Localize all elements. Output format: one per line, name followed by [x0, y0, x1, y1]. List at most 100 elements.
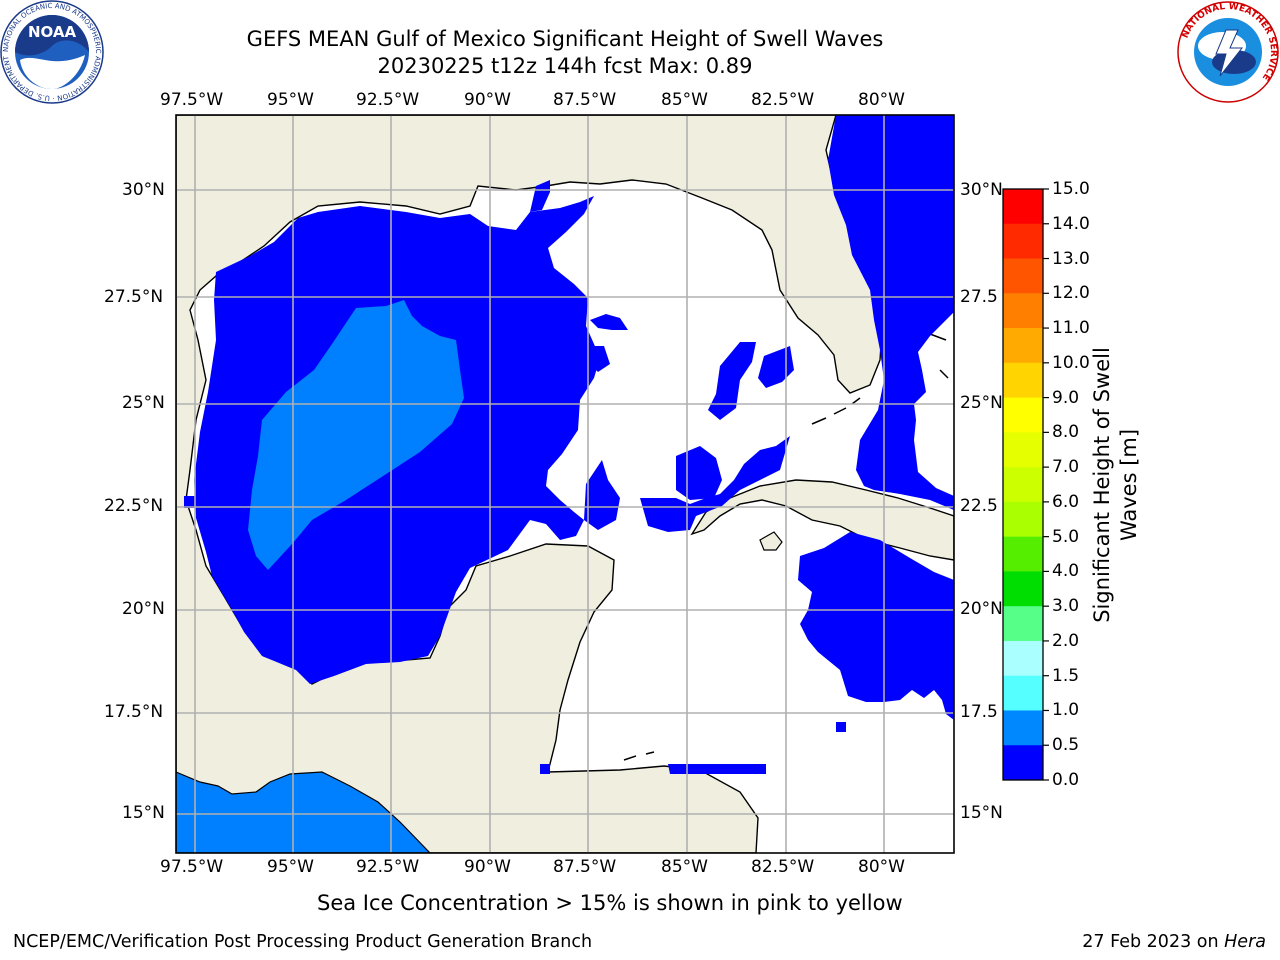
colorbar-segment [1003, 745, 1043, 781]
colorbar-segment [1003, 432, 1043, 468]
host-name: Hera [1224, 932, 1266, 952]
lon-label-top: 97.5°W [160, 90, 224, 110]
lon-label-top: 87.5°W [553, 90, 617, 110]
colorbar-tick-label: 7.0 [1052, 457, 1080, 477]
colorbar-segment [1003, 606, 1043, 642]
land-florida-keys [811, 397, 861, 425]
colorbar-tick-label: 1.5 [1052, 666, 1080, 686]
lon-label-top: 82.5°W [751, 90, 815, 110]
lat-label-left: 30°N [122, 180, 165, 200]
colorbar-tick-label: 1.0 [1052, 700, 1080, 720]
lon-label-bottom: 92.5°W [356, 857, 420, 877]
lat-label-right: 15°N [960, 803, 1003, 823]
lon-label-bottom: 85°W [661, 857, 708, 877]
lat-label-left: 17.5°N [104, 702, 164, 722]
lat-label-right: 30°N [960, 180, 1003, 200]
map-frame [175, 114, 955, 854]
swell-patch-6 [590, 346, 610, 372]
swell-patch-5 [590, 314, 628, 330]
swell-patch-9 [540, 764, 550, 774]
colorbar-segment [1003, 640, 1043, 677]
pacific-water [176, 771, 431, 853]
colorbar-tick-label: 11.0 [1052, 318, 1090, 338]
swell-patch-12 [184, 496, 196, 508]
colorbar-frame [1002, 188, 1044, 781]
colorbar-segment [1003, 536, 1043, 572]
colorbar-segment [1003, 675, 1043, 711]
date-text: 27 Feb 2023 on [1082, 932, 1225, 952]
lat-label-right: 22.5 [960, 496, 998, 516]
lon-label-bottom: 82.5°W [751, 857, 815, 877]
colorbar-tick-label: 10.0 [1052, 353, 1090, 373]
colorbar-segment [1003, 258, 1043, 294]
colorbar-tick-label: 13.0 [1052, 249, 1090, 269]
graticule [176, 115, 954, 853]
colorbar-segment [1003, 362, 1043, 399]
swell-patch-1 [640, 436, 790, 532]
lat-label-left: 20°N [122, 599, 165, 619]
lat-label-left: 25°N [122, 393, 165, 413]
swell-patch-10 [836, 722, 846, 732]
lon-label-top: 85°W [661, 90, 708, 110]
lat-label-right: 27.5 [960, 287, 998, 307]
lat-label-left: 27.5°N [104, 287, 164, 307]
colorbar-segment [1003, 189, 1043, 225]
lon-label-top: 90°W [464, 90, 511, 110]
land-honduras-islands [623, 751, 655, 761]
colorbar-tick-label: 9.0 [1052, 388, 1080, 408]
noaa-logo-text: NOAA [28, 23, 77, 41]
lon-label-top: 80°W [858, 90, 905, 110]
swell-gulf-mid [248, 300, 464, 570]
colorbar [1003, 188, 1049, 781]
colorbar-segment [1003, 293, 1043, 329]
date-line: 27 Feb 2023 on Hera [1082, 932, 1266, 952]
colorbar-tick-label: 4.0 [1052, 561, 1080, 581]
lon-label-top: 92.5°W [356, 90, 420, 110]
colorbar-segment [1003, 710, 1043, 746]
lat-label-right: 25°N [960, 393, 1003, 413]
swell-patch-7 [584, 460, 620, 530]
colorbar-tick-label: 6.0 [1052, 492, 1080, 512]
sea-ice-note: Sea Ice Concentration > 15% is shown in … [317, 891, 903, 915]
colorbar-segment [1003, 467, 1043, 503]
land-cuba [690, 479, 954, 561]
map-subtitle: 20230225 t12z 144h fcst Max: 0.89 [377, 54, 753, 78]
colorbar-tick-label: 14.0 [1052, 214, 1090, 234]
swell-patch-8 [668, 764, 766, 774]
colorbar-tick-label: 15.0 [1052, 179, 1090, 199]
colorbar-tick-label: 5.0 [1052, 527, 1080, 547]
colorbar-segment [1003, 223, 1043, 260]
colorbar-tick-label: 12.0 [1052, 283, 1090, 303]
colorbar-tick-label: 0.5 [1052, 735, 1080, 755]
map-title: GEFS MEAN Gulf of Mexico Significant Hei… [246, 27, 884, 51]
colorbar-tick-label: 0.0 [1052, 770, 1080, 790]
colorbar-tick-label: 2.0 [1052, 631, 1080, 651]
swell-caribbean [798, 532, 954, 716]
lat-label-right: 20°N [960, 599, 1003, 619]
noaa-logo: NATIONAL OCEANIC AND ATMOSPHERIC ADMINIS… [0, 0, 104, 104]
colorbar-tick-label: 3.0 [1052, 596, 1080, 616]
colorbar-segment [1003, 501, 1043, 538]
colorbar-segment [1003, 571, 1043, 607]
colorbar-title-line1: Significant Height of Swell [1090, 347, 1114, 623]
lon-label-bottom: 87.5°W [553, 857, 617, 877]
colorbar-title-line2: Waves [m] [1117, 428, 1141, 542]
swell-patch-4 [758, 346, 794, 388]
swell-atlantic [828, 115, 954, 510]
lon-label-top: 95°W [267, 90, 314, 110]
lon-label-bottom: 95°W [267, 857, 314, 877]
swell-patch-3 [708, 342, 756, 420]
colorbar-tick-label: 8.0 [1052, 422, 1080, 442]
colorbar-segment [1003, 397, 1043, 433]
credit-line: NCEP/EMC/Verification Post Processing Pr… [13, 932, 593, 952]
nws-logo: NATIONAL WEATHER SERVICE [1177, 1, 1279, 103]
lon-label-bottom: 90°W [464, 857, 511, 877]
lat-label-right: 17.5 [960, 702, 998, 722]
colorbar-segment [1003, 328, 1043, 364]
land-isla-juventud [759, 531, 783, 551]
lon-label-bottom: 97.5°W [160, 857, 224, 877]
lat-label-left: 22.5°N [104, 496, 164, 516]
lat-label-left: 15°N [122, 803, 165, 823]
swell-patch-11 [942, 700, 954, 720]
